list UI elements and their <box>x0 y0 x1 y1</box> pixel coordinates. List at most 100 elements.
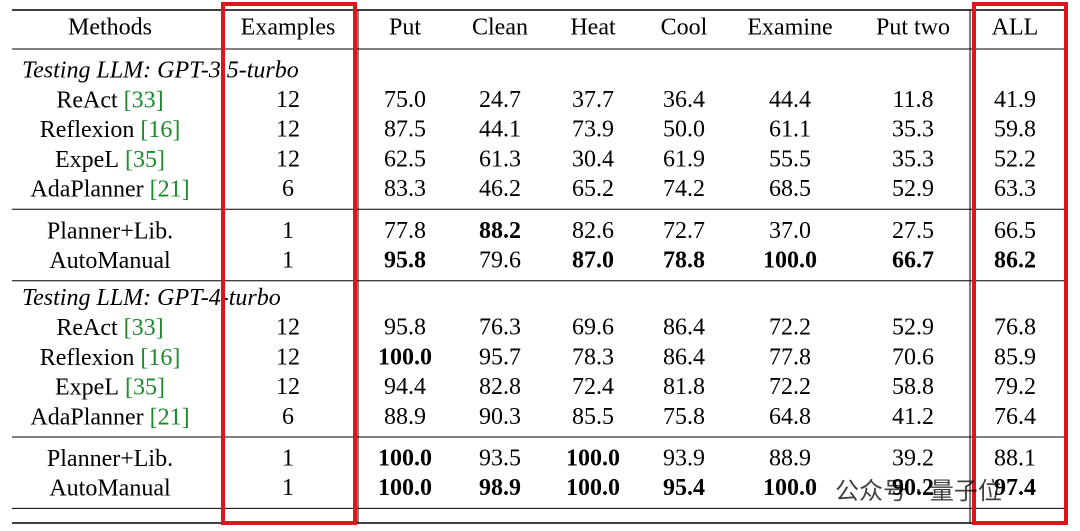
cell: 90.3 <box>479 404 521 430</box>
cell: 77.8 <box>769 344 811 370</box>
method-name: Reflexion [16] <box>40 117 181 143</box>
cell: 11.8 <box>892 87 933 113</box>
method: ExpeL <box>55 374 119 400</box>
cell: 6 <box>282 404 294 430</box>
cell: 88.9 <box>769 446 811 472</box>
column-header: ALL <box>992 15 1039 41</box>
method-name: Planner+Lib. <box>47 218 173 244</box>
cell: 94.4 <box>384 374 426 400</box>
table: Methods Examples Put Clean Heat Cool Examine Pu… <box>12 15 1068 509</box>
cell: 76.8 <box>994 315 1036 341</box>
cell: 27.5 <box>892 218 934 244</box>
method-name: Planner+Lib. <box>47 446 173 472</box>
method: Planner+Lib. <box>47 218 173 244</box>
method-name: AdaPlanner [21] <box>30 404 189 430</box>
method: AdaPlanner <box>30 176 143 202</box>
citation: [35] <box>125 374 165 400</box>
cell: 66.7 <box>892 248 934 274</box>
cell: 39.2 <box>892 446 934 472</box>
cell: 95.8 <box>384 315 426 341</box>
cell: 70.6 <box>892 344 934 370</box>
cell: 59.8 <box>994 117 1036 143</box>
watermark: 公众号 · 量子位 <box>835 477 1002 505</box>
cell: 37.0 <box>769 218 811 244</box>
cell: 95.8 <box>384 248 426 274</box>
cell: 100.0 <box>378 475 432 501</box>
cell: 24.7 <box>479 87 521 113</box>
cell: 35.3 <box>892 146 934 172</box>
cell: 79.6 <box>479 248 521 274</box>
citation: [33] <box>124 87 164 113</box>
cell: 100.0 <box>378 446 432 472</box>
cell: 76.4 <box>994 404 1036 430</box>
method: Reflexion <box>40 344 135 370</box>
cell: 79.2 <box>994 374 1036 400</box>
method-name: AdaPlanner [21] <box>30 176 189 202</box>
cell: 81.8 <box>663 374 705 400</box>
cell: 12 <box>276 87 300 113</box>
cell: 66.5 <box>994 218 1036 244</box>
cell: 100.0 <box>763 248 817 274</box>
cell: 30.4 <box>572 146 614 172</box>
cell: 90.2 <box>892 475 934 501</box>
cell: 69.6 <box>572 315 614 341</box>
highlight-box <box>221 2 357 525</box>
cell: 86.2 <box>994 248 1036 274</box>
cell: 41.9 <box>994 87 1036 113</box>
citation: [21] <box>150 176 190 202</box>
citation: [16] <box>140 344 180 370</box>
cell: 72.4 <box>572 374 614 400</box>
column-header: Heat <box>570 15 616 41</box>
cell: 78.8 <box>663 248 705 274</box>
method-name: AutoManual <box>49 248 171 274</box>
method-name: ExpeL [35] <box>55 146 165 172</box>
cell: 100.0 <box>566 475 620 501</box>
cell: 98.9 <box>479 475 521 501</box>
cell: 72.7 <box>663 218 705 244</box>
cell: 36.4 <box>663 87 705 113</box>
cell: 12 <box>276 374 300 400</box>
cell: 88.2 <box>479 218 521 244</box>
cell: 72.2 <box>769 374 811 400</box>
cell: 93.5 <box>479 446 521 472</box>
cell: 52.9 <box>892 176 934 202</box>
citation: [21] <box>150 404 190 430</box>
cell: 1 <box>282 248 294 274</box>
cell: 65.2 <box>572 176 614 202</box>
method: AdaPlanner <box>30 404 143 430</box>
cell: 85.5 <box>572 404 614 430</box>
cell: 55.5 <box>769 146 811 172</box>
cell: 61.9 <box>663 146 705 172</box>
cell: 75.8 <box>663 404 705 430</box>
cell: 87.5 <box>384 117 426 143</box>
cell: 61.3 <box>479 146 521 172</box>
cell: 50.0 <box>663 117 705 143</box>
method-name: Reflexion [16] <box>40 344 181 370</box>
cell: 76.3 <box>479 315 521 341</box>
method-name: ReAct [33] <box>56 87 163 113</box>
citation: [35] <box>125 146 165 172</box>
cell: 41.2 <box>892 404 934 430</box>
cell: 75.0 <box>384 87 426 113</box>
cell: 63.3 <box>994 176 1036 202</box>
cell: 1 <box>282 218 294 244</box>
column-header: Examine <box>747 15 832 41</box>
method-name: ReAct [33] <box>56 315 163 341</box>
cell: 68.5 <box>769 176 811 202</box>
cell: 44.4 <box>769 87 811 113</box>
cell: 82.8 <box>479 374 521 400</box>
section-label: Testing LLM: GPT-3.5-turbo <box>22 58 299 84</box>
cell: 12 <box>276 315 300 341</box>
cell: 37.7 <box>572 87 614 113</box>
cell: 95.4 <box>663 475 705 501</box>
cell: 64.8 <box>769 404 811 430</box>
cell: 83.3 <box>384 176 426 202</box>
cell: 1 <box>282 475 294 501</box>
method-name: ExpeL [35] <box>55 374 165 400</box>
column-header: Cool <box>661 15 708 41</box>
cell: 93.9 <box>663 446 705 472</box>
cell: 78.3 <box>572 344 614 370</box>
column-header: Clean <box>472 15 528 41</box>
cell: 77.8 <box>384 218 426 244</box>
